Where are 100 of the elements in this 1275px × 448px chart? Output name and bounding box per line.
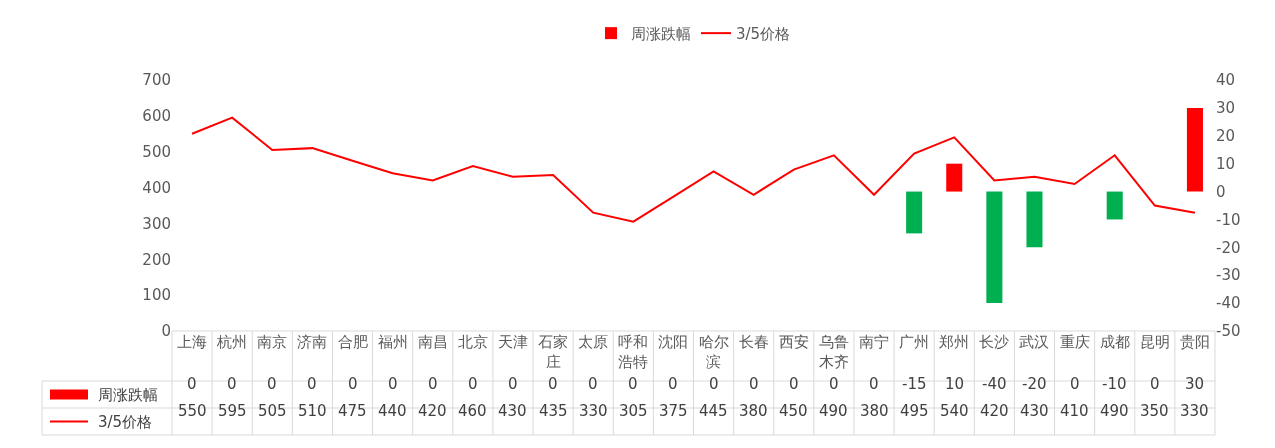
data-label: 0 xyxy=(829,375,839,393)
data-label: 375 xyxy=(659,402,688,420)
data-label: 0 xyxy=(869,375,879,393)
data-label: 305 xyxy=(619,402,648,420)
x-tick-label: 太原 xyxy=(578,333,609,351)
y2-tick-label: -50 xyxy=(1216,322,1241,341)
data-label: 0 xyxy=(789,375,799,393)
data-label: 445 xyxy=(699,402,728,420)
data-label: 380 xyxy=(860,402,889,420)
x-tick-label: 贵阳 xyxy=(1179,333,1210,351)
text: 周涨跌幅 xyxy=(98,386,158,404)
data-label: 490 xyxy=(819,402,848,420)
y2-tick-label: 0 xyxy=(1216,182,1226,201)
x-tick-label: 合肥 xyxy=(337,333,368,351)
data-label: 0 xyxy=(267,375,277,393)
y2-tick-label: -40 xyxy=(1216,294,1241,313)
data-label: 595 xyxy=(218,402,247,420)
x-tick-label: 重庆 xyxy=(1059,333,1090,351)
data-label: 435 xyxy=(539,402,568,420)
data-label: 430 xyxy=(1020,402,1049,420)
data-label: 0 xyxy=(668,375,678,393)
y-tick-label: 0 xyxy=(161,322,171,341)
x-tick-label: 长春 xyxy=(738,333,769,351)
y2-tick-label: 20 xyxy=(1216,127,1236,146)
data-label: 460 xyxy=(458,402,487,420)
data-label: 330 xyxy=(579,402,608,420)
x-tick-label: 南宁 xyxy=(859,333,890,351)
y2-tick-label: -30 xyxy=(1216,266,1241,285)
data-label: 330 xyxy=(1180,402,1209,420)
data-label: 0 xyxy=(1070,375,1080,393)
data-label: 350 xyxy=(1140,402,1169,420)
x-tick-label: 济南 xyxy=(297,333,328,351)
bar xyxy=(986,191,1003,304)
y2-tick-label: 30 xyxy=(1216,99,1236,118)
bar xyxy=(906,191,923,234)
y2-tick-label: 10 xyxy=(1216,154,1236,173)
line-series xyxy=(191,116,1196,223)
data-label: 0 xyxy=(227,375,237,393)
y-tick-label: 700 xyxy=(142,71,171,90)
data-label: 0 xyxy=(428,375,438,393)
data-label: 540 xyxy=(940,402,969,420)
x-tick-label: 西安 xyxy=(778,333,809,351)
y2-tick-label: 40 xyxy=(1216,71,1236,90)
text: 3/5价格 xyxy=(98,413,153,431)
data-label: 430 xyxy=(498,402,527,420)
y2-tick-label: -10 xyxy=(1216,210,1241,229)
x-tick-label: 郑州 xyxy=(939,333,970,351)
x-tick-label: 成都 xyxy=(1099,333,1130,351)
data-label: 0 xyxy=(628,375,638,393)
data-label: 30 xyxy=(1185,375,1205,393)
data-label: 10 xyxy=(945,375,965,393)
data-label: 420 xyxy=(980,402,1009,420)
bar xyxy=(1186,107,1203,192)
y-tick-label: 400 xyxy=(142,178,171,197)
x-tick-label: 天津 xyxy=(497,333,528,351)
x-tick-label: 武汉 xyxy=(1019,333,1050,351)
x-tick-label: 沈阳 xyxy=(658,333,689,351)
bar xyxy=(1026,191,1043,248)
data-label: 450 xyxy=(779,402,808,420)
data-label: 0 xyxy=(348,375,358,393)
x-tick-label: 上海 xyxy=(177,333,208,351)
x-tick-label: 南昌 xyxy=(417,333,448,351)
x-tick-label: 呼和浩特 xyxy=(618,333,649,371)
legend-label: 周涨跌幅 xyxy=(631,24,691,43)
x-tick-label: 哈尔滨 xyxy=(698,333,729,371)
data-label: 0 xyxy=(548,375,558,393)
data-label: 410 xyxy=(1060,402,1089,420)
data-label: 0 xyxy=(187,375,197,393)
legend-label: 3/5价格 xyxy=(736,24,791,43)
y-tick-label: 100 xyxy=(142,286,171,305)
x-tick-label: 南京 xyxy=(257,333,288,351)
y2-tick-label: -20 xyxy=(1216,238,1241,257)
data-label: 475 xyxy=(338,402,367,420)
x-tick-label: 广州 xyxy=(899,333,930,351)
data-label: -20 xyxy=(1022,375,1047,393)
data-label: 0 xyxy=(709,375,719,393)
data-label: 0 xyxy=(1150,375,1160,393)
data-label: 440 xyxy=(378,402,407,420)
data-label: -15 xyxy=(902,375,927,393)
y-tick-label: 200 xyxy=(142,250,171,269)
data-label: 0 xyxy=(388,375,398,393)
bar xyxy=(1106,191,1123,220)
data-label: 505 xyxy=(258,402,287,420)
x-tick-label: 北京 xyxy=(457,333,488,351)
y-tick-label: 600 xyxy=(142,107,171,126)
x-tick-label: 福州 xyxy=(377,333,408,351)
data-label: 550 xyxy=(178,402,207,420)
x-tick-label: 长沙 xyxy=(979,333,1010,351)
y-tick-label: 500 xyxy=(142,142,171,161)
x-tick-label: 杭州 xyxy=(216,333,248,351)
data-label: 420 xyxy=(418,402,447,420)
data-label: 490 xyxy=(1100,402,1129,420)
data-label: 0 xyxy=(508,375,518,393)
x-tick-label: 石家庄 xyxy=(538,333,569,371)
data-label: 495 xyxy=(900,402,929,420)
data-label: 0 xyxy=(468,375,478,393)
x-tick-label: 乌鲁木齐 xyxy=(818,333,849,371)
data-label: 0 xyxy=(588,375,598,393)
data-label: 510 xyxy=(298,402,327,420)
data-label: 380 xyxy=(739,402,768,420)
